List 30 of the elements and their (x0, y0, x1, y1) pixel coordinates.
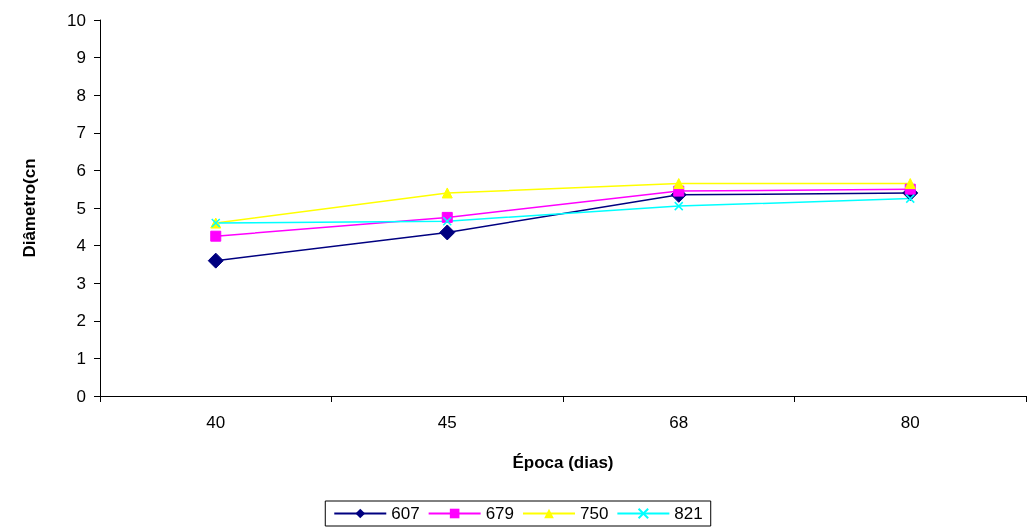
point (674, 201, 684, 211)
y-axis-title: Diâmetro(cn (20, 158, 39, 258)
x-tick-label: 80 (900, 413, 920, 432)
legend-label: 679 (485, 504, 515, 523)
legend-label: 821 (674, 504, 703, 523)
y-tick-label: 0 (76, 386, 86, 406)
x-tick-label: 68 (669, 413, 689, 432)
y-tick-label: 8 (76, 85, 86, 105)
y-tick-label: 9 (76, 48, 86, 68)
point (207, 252, 224, 269)
y-tick-label: 5 (76, 198, 86, 218)
y-tick-label: 6 (76, 160, 86, 180)
y-tick-label: 10 (67, 10, 86, 30)
point (904, 178, 916, 190)
point (673, 178, 685, 190)
point (442, 216, 452, 226)
point (905, 193, 915, 204)
y-tick-label: 4 (76, 236, 86, 256)
point (439, 224, 456, 241)
y-tick-label: 3 (76, 273, 86, 293)
x-axis-title: Época (dias) (512, 453, 614, 472)
x-tick-label: 45 (437, 413, 457, 432)
y-tick-label: 7 (76, 123, 86, 143)
y-tick-label: 2 (76, 311, 86, 331)
x-tick-label: 40 (206, 413, 226, 432)
point (210, 230, 222, 242)
point (441, 187, 453, 199)
y-tick-label: 1 (76, 348, 86, 368)
legend-label: 750 (580, 504, 609, 523)
legend-label: 607 (391, 504, 420, 523)
